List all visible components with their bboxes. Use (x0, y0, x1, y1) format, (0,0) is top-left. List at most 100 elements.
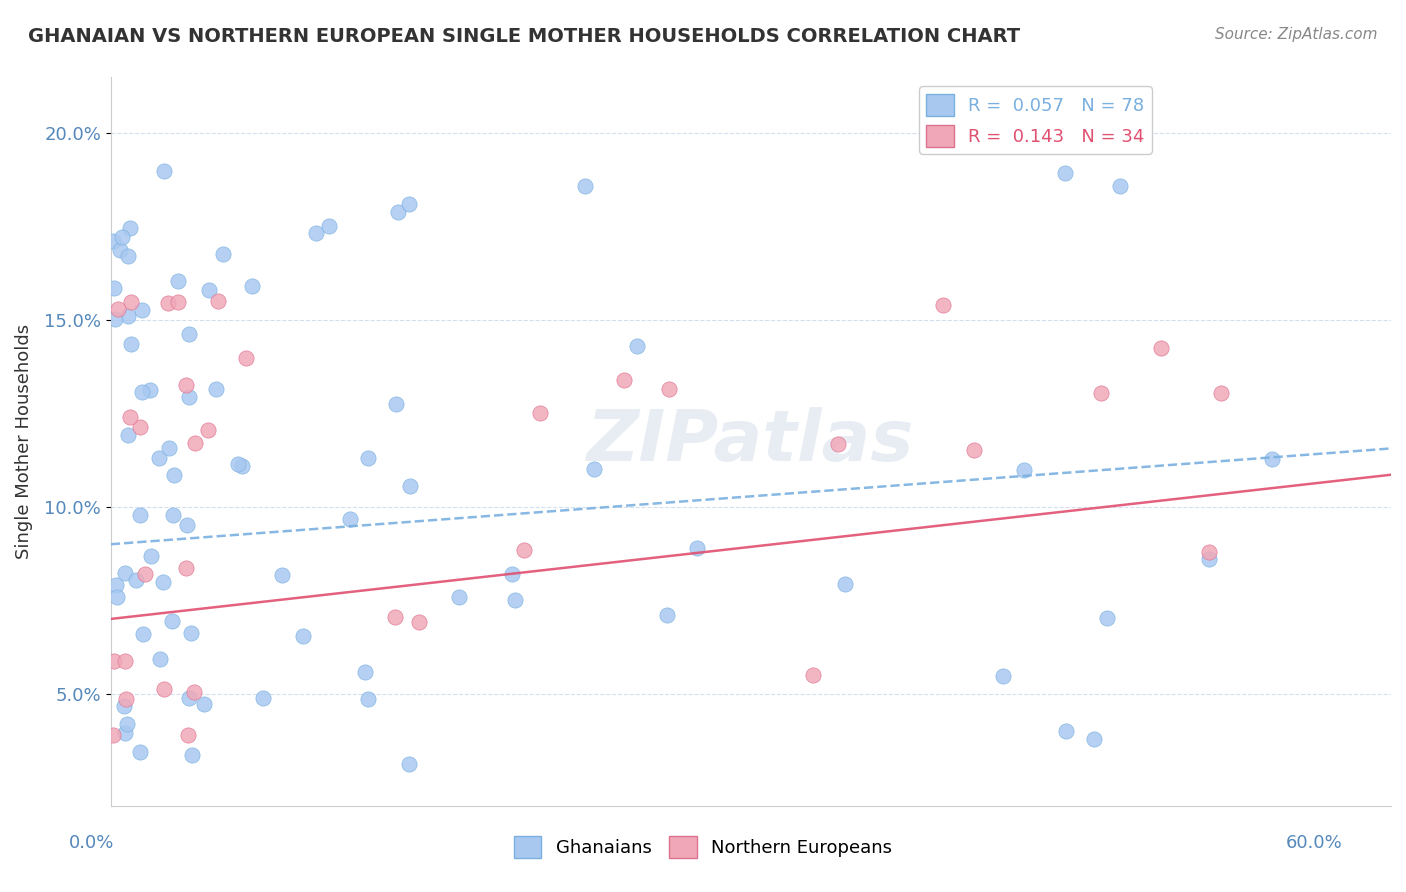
Point (574, 178, 596, 193)
Point (318, 219, 340, 233)
Point (177, 691, 200, 706)
Point (176, 517, 198, 532)
Point (117, 309, 139, 323)
Point (107, 301, 129, 316)
Point (179, 326, 201, 341)
Point (117, 249, 139, 263)
Point (108, 243, 131, 257)
Point (384, 609, 406, 624)
Point (384, 397, 406, 411)
Point (398, 756, 420, 771)
Point (801, 668, 824, 682)
Point (129, 745, 152, 759)
Point (1198, 544, 1220, 558)
Point (193, 697, 215, 711)
Point (686, 541, 709, 555)
Point (112, 699, 135, 714)
Point (529, 406, 551, 420)
Point (503, 593, 526, 607)
Text: 60.0%: 60.0% (1286, 834, 1343, 852)
Point (963, 442, 986, 457)
Point (991, 668, 1014, 682)
Point (1261, 452, 1284, 467)
Point (153, 163, 176, 178)
Point (231, 458, 253, 473)
Point (184, 436, 207, 450)
Point (449, 590, 471, 604)
Point (197, 423, 219, 437)
Point (148, 450, 170, 465)
Point (353, 665, 375, 679)
Text: Source: ZipAtlas.com: Source: ZipAtlas.com (1215, 27, 1378, 42)
Point (1095, 611, 1118, 625)
Point (118, 221, 141, 235)
Point (166, 294, 188, 309)
Point (198, 283, 221, 297)
Point (1109, 179, 1132, 194)
Point (252, 690, 274, 705)
Point (271, 567, 294, 582)
Point (356, 451, 378, 466)
Point (132, 627, 155, 641)
Point (174, 561, 197, 575)
Point (207, 294, 229, 309)
Point (834, 577, 856, 591)
Point (655, 607, 678, 622)
Point (101, 234, 124, 248)
Point (115, 717, 138, 731)
Point (240, 279, 263, 293)
Point (118, 410, 141, 425)
Point (134, 567, 156, 582)
Point (139, 549, 162, 563)
Text: ZIPatlas: ZIPatlas (588, 407, 915, 476)
Point (149, 651, 172, 665)
Point (180, 747, 202, 762)
Point (1054, 723, 1077, 738)
Point (183, 685, 205, 699)
Point (212, 247, 235, 261)
Y-axis label: Single Mother Households: Single Mother Households (15, 324, 32, 559)
Point (105, 591, 128, 605)
Point (162, 614, 184, 628)
Point (1083, 732, 1105, 747)
Point (1090, 386, 1112, 401)
Point (305, 227, 328, 241)
Point (104, 578, 127, 592)
Point (157, 295, 180, 310)
Point (117, 428, 139, 442)
Point (513, 542, 536, 557)
Point (103, 281, 125, 295)
Point (1209, 385, 1232, 400)
Point (357, 692, 380, 706)
Point (177, 391, 200, 405)
Point (162, 508, 184, 522)
Point (114, 725, 136, 739)
Point (180, 626, 202, 640)
Point (120, 337, 142, 351)
Point (131, 384, 153, 399)
Point (387, 205, 409, 219)
Point (235, 351, 257, 365)
Point (115, 691, 138, 706)
Point (120, 295, 142, 310)
Point (103, 654, 125, 668)
Point (114, 566, 136, 580)
Point (582, 462, 605, 476)
Point (167, 274, 190, 288)
Text: 0.0%: 0.0% (69, 834, 114, 852)
Point (1198, 551, 1220, 566)
Point (139, 383, 162, 397)
Point (1012, 462, 1035, 476)
Point (408, 615, 430, 630)
Point (501, 566, 523, 581)
Legend: R =  0.057   N = 78, R =  0.143   N = 34: R = 0.057 N = 78, R = 0.143 N = 34 (920, 87, 1152, 154)
Point (131, 302, 153, 317)
Point (658, 382, 681, 396)
Point (129, 508, 152, 522)
Point (932, 297, 955, 311)
Point (205, 382, 228, 396)
Point (1150, 342, 1173, 356)
Point (292, 629, 315, 643)
Point (626, 338, 648, 352)
Point (152, 575, 174, 590)
